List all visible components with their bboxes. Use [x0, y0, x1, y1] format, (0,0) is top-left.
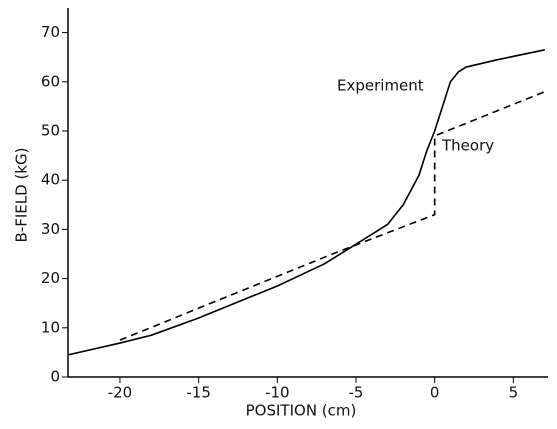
x-tick-label: -20	[108, 384, 133, 402]
x-tick-label: 5	[509, 384, 519, 402]
x-tick-label: -5	[349, 384, 364, 402]
x-tick-label: -10	[265, 384, 290, 402]
y-tick-label: 50	[41, 122, 60, 140]
x-tick-label: -15	[186, 384, 211, 402]
y-tick-label: 0	[50, 368, 60, 386]
y-tick-label: 30	[41, 220, 60, 238]
y-axis-label: B-FIELD (kG)	[13, 148, 31, 243]
series-line	[67, 49, 546, 356]
y-tick-label: 40	[41, 171, 60, 189]
y-tick-label: 60	[41, 72, 60, 90]
series-line	[119, 90, 546, 341]
x-tick-label: 0	[430, 384, 440, 402]
x-axis-label: POSITION (cm)	[246, 402, 357, 420]
legend-label: Experiment	[337, 77, 424, 95]
y-tick-label: 70	[41, 23, 60, 41]
legend-label: Theory	[441, 137, 494, 155]
y-tick-label: 20	[41, 269, 60, 287]
y-tick-label: 10	[41, 318, 60, 336]
